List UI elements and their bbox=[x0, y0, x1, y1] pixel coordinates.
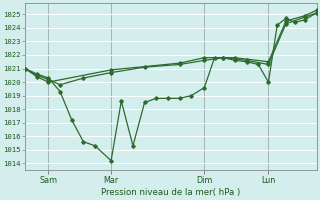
X-axis label: Pression niveau de la mer( hPa ): Pression niveau de la mer( hPa ) bbox=[101, 188, 240, 197]
